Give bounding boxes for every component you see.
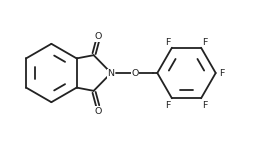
Text: N: N bbox=[108, 69, 115, 79]
Text: F: F bbox=[202, 38, 207, 47]
Text: F: F bbox=[219, 69, 225, 79]
Text: O: O bbox=[94, 107, 102, 116]
Text: O: O bbox=[94, 32, 102, 41]
Text: F: F bbox=[166, 38, 171, 47]
Text: F: F bbox=[166, 101, 171, 110]
Text: O: O bbox=[131, 69, 139, 79]
Text: F: F bbox=[202, 101, 207, 110]
